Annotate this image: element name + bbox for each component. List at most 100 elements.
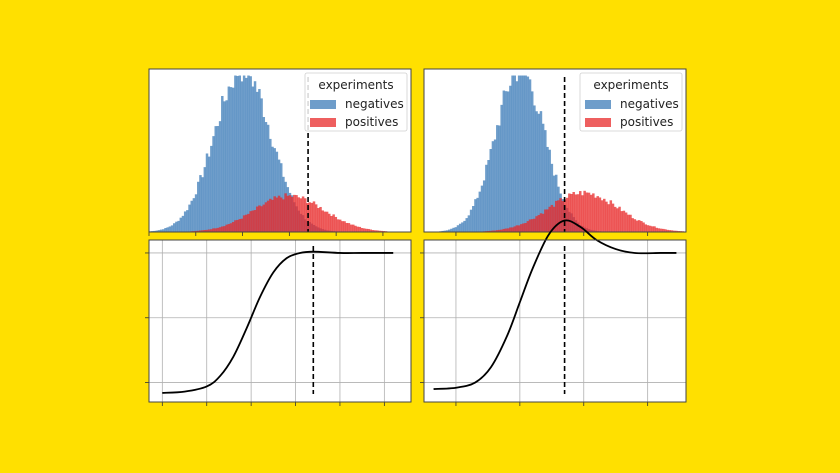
histogram-bar-positives xyxy=(282,199,285,232)
histogram-bar-positives xyxy=(581,195,584,232)
histogram-bar-positives xyxy=(670,230,674,232)
histogram-bar-negatives xyxy=(478,191,482,232)
histogram-bar-positives xyxy=(672,230,676,232)
histogram-bar-positives xyxy=(280,197,283,232)
histogram-bar-negatives xyxy=(234,75,237,233)
histogram-bar-positives xyxy=(255,206,259,232)
histogram-bar-positives xyxy=(506,228,510,232)
histogram-bar-negatives xyxy=(170,225,174,232)
histogram-bar-negatives xyxy=(271,146,274,232)
histogram-bar-positives xyxy=(572,192,575,232)
histogram-bar-negatives xyxy=(546,146,549,232)
histogram-bar-positives xyxy=(666,229,669,232)
curve-right-panel xyxy=(420,219,687,406)
histogram-bar-positives xyxy=(378,230,381,232)
histogram-bar-negatives xyxy=(205,153,209,232)
histogram-bar-positives xyxy=(550,204,554,232)
histogram-bar-positives xyxy=(343,221,346,232)
histogram-bar-negatives xyxy=(157,230,161,232)
histogram-bar-positives xyxy=(541,213,545,232)
histogram-bar-positives xyxy=(548,206,551,232)
histogram-bar-positives xyxy=(524,222,527,232)
histogram-bar-positives xyxy=(502,228,506,232)
histogram-bar-positives xyxy=(613,206,617,232)
histogram-bar-positives xyxy=(491,230,495,232)
histogram-bar-positives xyxy=(223,226,226,232)
histogram-bar-positives xyxy=(637,220,641,232)
histogram-bar-positives xyxy=(216,227,220,232)
histogram-bar-positives xyxy=(583,190,586,232)
histogram-bar-negatives xyxy=(450,228,453,232)
histogram-bar-negatives xyxy=(183,211,187,232)
histogram-bar-positives xyxy=(354,225,357,232)
histogram-bar-positives xyxy=(598,197,602,232)
histogram-bar-negatives xyxy=(269,138,272,232)
histogram-bar-negatives xyxy=(173,223,176,232)
histogram-bar-negatives xyxy=(247,75,250,233)
histogram-bar-negatives xyxy=(485,164,488,232)
histogram-bar-negatives xyxy=(238,75,241,233)
histogram-bar-positives xyxy=(640,221,643,232)
legend-label-positives: positives xyxy=(620,115,673,129)
histogram-bar-negatives xyxy=(474,199,477,232)
histogram-bar-negatives xyxy=(236,75,239,233)
histogram-bar-positives xyxy=(675,230,678,232)
histogram-bar-positives xyxy=(341,221,344,232)
histogram-bar-negatives xyxy=(520,75,523,233)
axes-frame xyxy=(148,68,412,233)
histogram-bar-negatives xyxy=(502,90,506,232)
histogram-bar-negatives xyxy=(273,148,276,232)
histogram-bar-negatives xyxy=(467,215,471,232)
histogram-bar-positives xyxy=(334,216,338,232)
histogram-bar-negatives xyxy=(253,81,257,232)
histogram-bar-positives xyxy=(321,210,324,232)
histogram-bar-negatives xyxy=(528,79,532,232)
histogram-bar-negatives xyxy=(541,123,545,232)
histogram-bar-positives xyxy=(498,229,501,232)
histogram-bar-negatives xyxy=(229,87,233,232)
histogram-bar-positives xyxy=(611,203,615,232)
histogram-bar-positives xyxy=(607,204,610,232)
histogram-bar-positives xyxy=(328,213,331,232)
histogram-bar-negatives xyxy=(188,204,191,232)
histogram-bar-positives xyxy=(668,230,672,232)
histogram-bar-negatives xyxy=(194,194,198,232)
histogram-bar-negatives xyxy=(456,225,460,232)
histogram-bar-positives xyxy=(290,196,294,232)
histogram-bar-positives xyxy=(234,220,237,232)
histogram-bar-negatives xyxy=(225,100,228,232)
histogram-bar-positives xyxy=(352,224,355,232)
histogram-bar-positives xyxy=(312,201,316,232)
histogram-bar-positives xyxy=(559,198,562,232)
histogram-bar-negatives xyxy=(179,217,183,232)
histogram-bar-negatives xyxy=(500,104,503,232)
histogram-bar-positives xyxy=(380,230,383,232)
histogram-bar-positives xyxy=(269,198,272,232)
histogram-bar-positives xyxy=(576,194,580,232)
histogram-bar-positives xyxy=(218,227,222,232)
histogram-bar-positives xyxy=(568,193,571,232)
histogram-bar-negatives xyxy=(448,229,451,232)
histogram-bar-negatives xyxy=(251,86,255,232)
histogram-bar-positives xyxy=(284,193,287,232)
histogram-bar-negatives xyxy=(264,122,268,232)
histogram-bar-positives xyxy=(496,230,499,232)
histogram-bar-negatives xyxy=(458,223,462,232)
histogram-bar-positives xyxy=(347,223,351,232)
histogram-bar-positives xyxy=(231,222,235,232)
histogram-bar-negatives xyxy=(207,156,211,232)
histogram-bar-positives xyxy=(535,216,538,232)
histogram-bar-positives xyxy=(288,195,292,232)
histogram-bar-positives xyxy=(644,224,647,232)
histogram-left-panel: experiments negatives positives xyxy=(148,68,412,236)
histogram-bar-positives xyxy=(201,230,204,232)
histogram-bar-positives xyxy=(356,226,359,232)
histogram-bar-positives xyxy=(197,230,200,232)
histogram-bar-positives xyxy=(513,226,516,232)
histogram-bar-positives xyxy=(493,230,497,232)
histogram-bar-negatives xyxy=(489,149,492,232)
histogram-bar-positives xyxy=(365,228,368,232)
histogram-bar-positives xyxy=(376,230,379,232)
histogram-bar-positives xyxy=(338,219,342,232)
histogram-bar-positives xyxy=(642,222,645,232)
